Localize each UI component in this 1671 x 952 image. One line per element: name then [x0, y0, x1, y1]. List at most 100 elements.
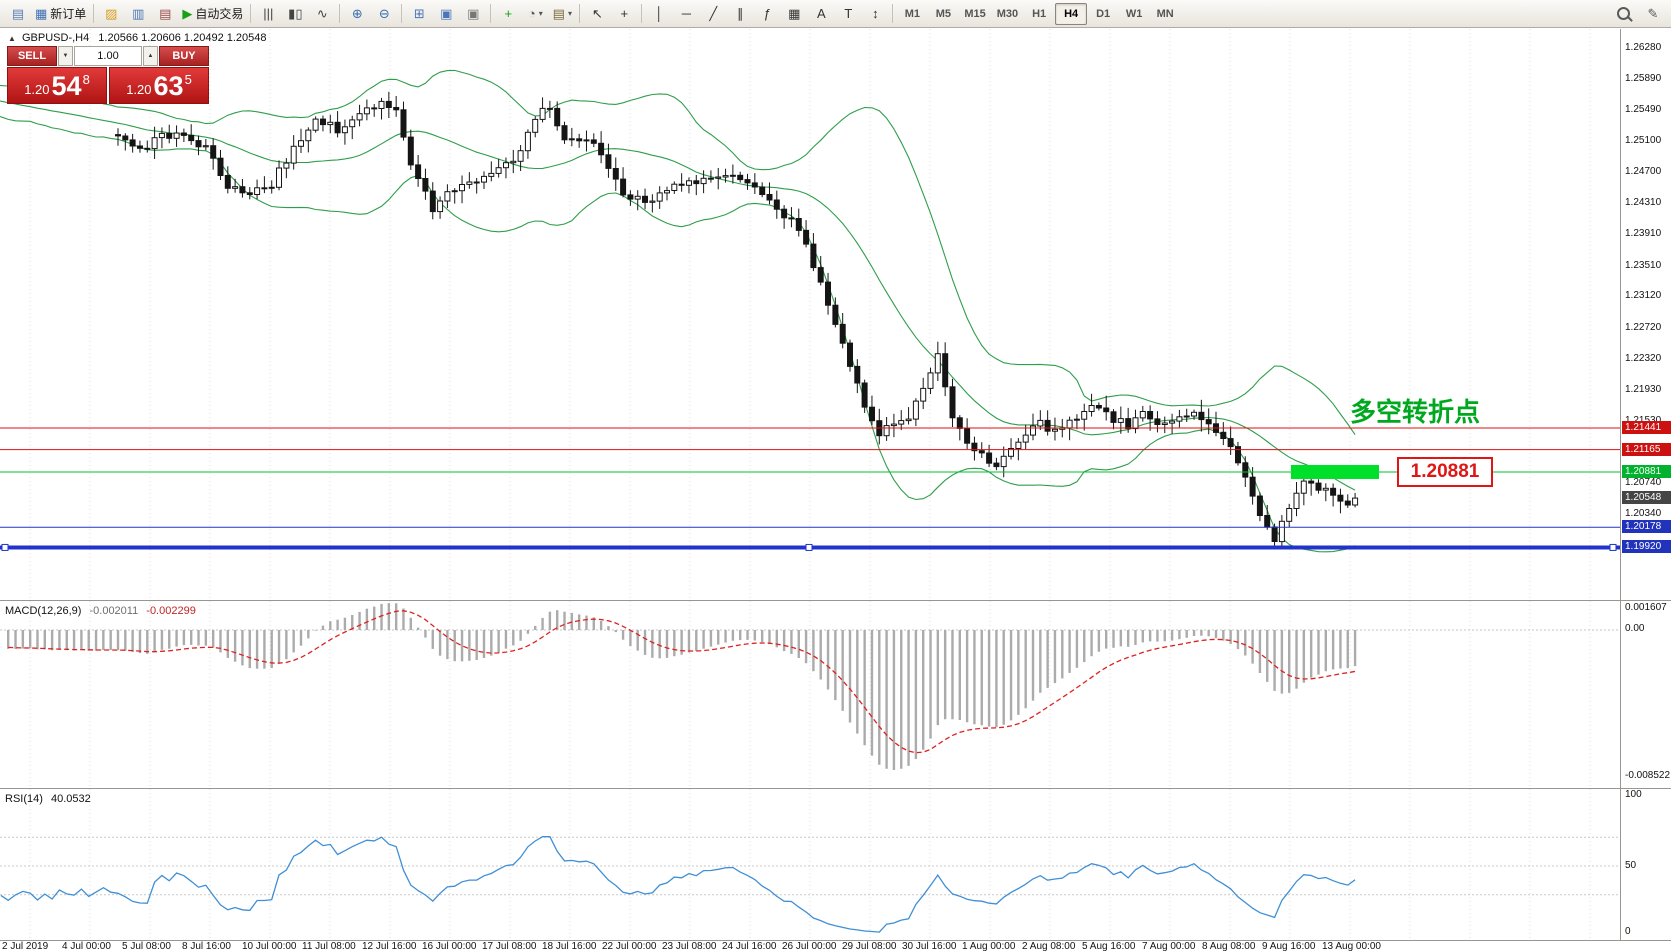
channel-button[interactable]: ∥ — [727, 3, 753, 25]
vertical-line-button-icon: │ — [655, 6, 664, 21]
text-label-button[interactable]: T — [835, 3, 861, 25]
text-button[interactable]: A — [808, 3, 834, 25]
chevron-down-icon: ▼ — [62, 53, 69, 59]
timeframe-h4-button[interactable]: H4 — [1055, 2, 1088, 25]
sell-price-big: 54 — [51, 71, 82, 101]
shapes-button-icon: ▦ — [788, 6, 801, 21]
zoom-in-button[interactable]: ⊕ — [344, 3, 370, 25]
cursor-button[interactable]: ↖ — [584, 3, 610, 25]
market-watch-button-icon: ▥ — [132, 6, 145, 21]
quick-edit-button[interactable]: ✎ — [1640, 3, 1666, 25]
line-chart-type-button-icon: ∿ — [316, 6, 328, 21]
data-window-button-icon: ▤ — [159, 6, 172, 21]
toolbar-separator — [641, 4, 643, 23]
toolbar-separator — [579, 4, 581, 23]
channel-button-icon: ∥ — [737, 6, 744, 21]
shapes-button[interactable]: ▦ — [781, 3, 807, 25]
crosshair-button[interactable]: + — [611, 3, 637, 25]
periods-button-caret-icon: ▾ — [538, 9, 543, 18]
line-chart-type-button[interactable]: ∿ — [309, 3, 335, 25]
trendline-button[interactable]: ╱ — [700, 3, 726, 25]
toolbar: ▤ ▦ 新订单 ▨ ▥ ▤ ▶ 自动交易 ||| ▮▯ ∿ ⊕ ⊖ ⊞ ▣ ▣ + ◔ ▾ ▤ ▾ ↖ + │ ─ ╱ ∥ ƒ ▦ A T ↕… — [0, 0, 1671, 28]
arrows-button-icon: ↕ — [872, 6, 879, 21]
toolbar-separator — [490, 4, 492, 23]
profiles-button-icon: ▨ — [105, 6, 118, 21]
charts-window-button-icon: ▤ — [11, 6, 25, 21]
text-button-icon: A — [816, 6, 826, 21]
toolbar-separator — [93, 4, 95, 23]
search-button-icon — [1616, 7, 1630, 20]
indicators-button-icon: + — [504, 6, 513, 21]
volume-dropdown-button[interactable]: ▼ — [58, 46, 73, 66]
timeframe-m30-button[interactable]: M30 — [996, 7, 1019, 20]
bar-chart-type-button-icon: ||| — [263, 6, 274, 21]
quick-edit-button-icon: ✎ — [1647, 6, 1659, 21]
new-order-button-icon: ▦ — [35, 6, 48, 21]
cascade-windows-button[interactable]: ▣ — [433, 3, 459, 25]
zoom-in-button-icon: ⊕ — [351, 6, 363, 21]
timeframe-w1-button[interactable]: W1 — [1125, 7, 1143, 20]
trendline-button-icon: ╱ — [709, 6, 718, 21]
toolbar-separator — [250, 4, 252, 23]
templates-button-icon: ▤ — [552, 6, 565, 21]
search-button[interactable] — [1610, 3, 1636, 25]
toolbar-separator — [892, 4, 894, 23]
sell-price-box[interactable]: 1.20 54 8 — [7, 67, 107, 104]
autotrading-button[interactable]: ▶ 自动交易 — [179, 3, 246, 25]
fibonacci-button[interactable]: ƒ — [754, 3, 780, 25]
timeframe-mn-button[interactable]: MN — [1156, 7, 1174, 20]
horizontal-line-button-icon: ─ — [681, 6, 691, 21]
price-callout-box[interactable]: 1.20881 — [1397, 457, 1493, 487]
zoom-out-button[interactable]: ⊖ — [371, 3, 397, 25]
volume-input[interactable] — [74, 46, 142, 66]
toolbar-separator — [401, 4, 403, 23]
toolbar-right-group: ✎ — [1610, 3, 1666, 25]
sell-price-small: 1.20 — [24, 82, 50, 97]
arrange-windows-button[interactable]: ▣ — [460, 3, 486, 25]
periods-button-icon: ◔ — [527, 6, 536, 21]
autotrading-button-icon: ▶ — [182, 6, 193, 21]
sell-button[interactable]: SELL — [7, 46, 57, 66]
cascade-windows-button-icon: ▣ — [440, 6, 453, 21]
timeframe-m15-button[interactable]: M15 — [964, 7, 986, 20]
timeframe-m1-button[interactable]: M1 — [904, 7, 920, 20]
market-watch-button[interactable]: ▥ — [125, 3, 151, 25]
timeframe-h1-button[interactable]: H1 — [1032, 7, 1047, 20]
new-order-button[interactable]: ▦ 新订单 — [32, 3, 89, 25]
new-order-button-label: 新订单 — [50, 7, 87, 21]
volume-up-button[interactable]: ▲ — [143, 46, 158, 66]
timeframe-d1-button[interactable]: D1 — [1096, 7, 1111, 20]
text-label-button-icon: T — [844, 6, 853, 21]
sell-price-sup: 8 — [82, 72, 90, 87]
candlestick-chart-type-button-icon: ▮▯ — [288, 6, 303, 21]
templates-button[interactable]: ▤ ▾ — [549, 3, 575, 25]
data-window-button[interactable]: ▤ — [152, 3, 178, 25]
vertical-line-button[interactable]: │ — [646, 3, 672, 25]
timeframe-m5-button[interactable]: M5 — [935, 7, 951, 20]
autotrading-button-label: 自动交易 — [195, 7, 244, 21]
candlestick-chart-type-button[interactable]: ▮▯ — [282, 3, 308, 25]
buy-button[interactable]: BUY — [159, 46, 209, 66]
tile-windows-button[interactable]: ⊞ — [406, 3, 432, 25]
periods-button[interactable]: ◔ ▾ — [522, 3, 548, 25]
one-click-trading-panel: SELL ▼ ▲ BUY 1.20 54 8 1.20 63 5 — [7, 46, 209, 104]
indicators-button[interactable]: + — [495, 3, 521, 25]
arrange-windows-button-icon: ▣ — [467, 6, 480, 21]
profiles-button[interactable]: ▨ — [98, 3, 124, 25]
fibonacci-button-icon: ƒ — [763, 6, 771, 21]
buy-price-sup: 5 — [184, 72, 192, 87]
crosshair-button-icon: + — [620, 6, 629, 21]
zoom-out-button-icon: ⊖ — [378, 6, 390, 21]
toolbar-separator — [339, 4, 341, 23]
buy-price-small: 1.20 — [126, 82, 152, 97]
templates-button-caret-icon: ▾ — [567, 9, 572, 18]
bar-chart-type-button[interactable]: ||| — [255, 3, 281, 25]
buy-price-big: 63 — [153, 71, 184, 101]
cursor-button-icon: ↖ — [591, 6, 603, 21]
arrows-button[interactable]: ↕ — [862, 3, 888, 25]
charts-window-button[interactable]: ▤ — [5, 3, 31, 25]
horizontal-line-button[interactable]: ─ — [673, 3, 699, 25]
buy-price-box[interactable]: 1.20 63 5 — [109, 67, 209, 104]
tile-windows-button-icon: ⊞ — [413, 6, 425, 21]
